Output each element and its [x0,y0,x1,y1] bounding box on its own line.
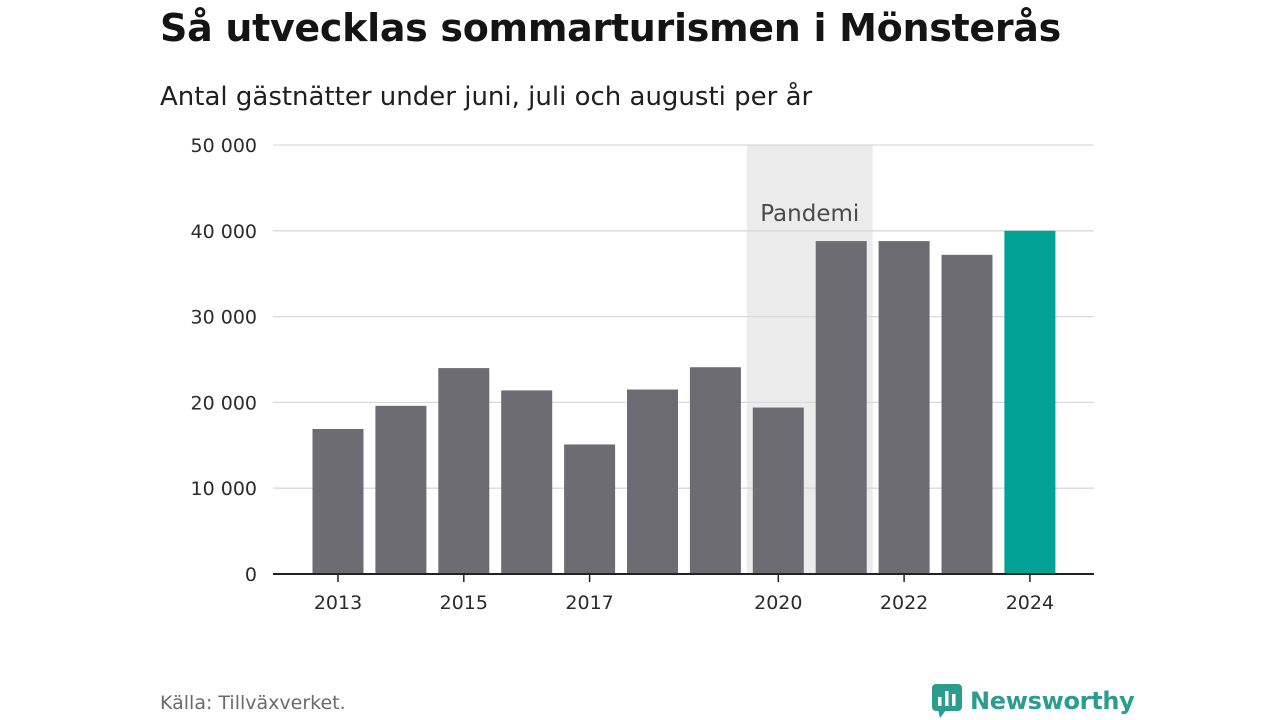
bar-2021 [815,241,867,574]
newsworthy-logo: Newsworthy [932,684,1135,718]
y-tick-label: 40 000 [191,221,257,243]
pandemic-label: Pandemi [760,201,859,227]
newsworthy-logo-icon [932,684,962,718]
y-tick-label: 50 000 [191,135,257,157]
bar-2018 [627,389,678,574]
x-tick-label: 2020 [754,592,802,614]
y-tick-label: 0 [245,564,257,586]
x-tick-label: 2015 [440,592,488,614]
bar-2024 [1004,230,1056,575]
bar-2015 [438,368,490,574]
source-note: Källa: Tillväxverket. [160,692,346,714]
bar-chart: 0 10 000 20 000 30 000 40 000 50 000 Pandemi 20… [191,135,1094,614]
bar-2023 [941,254,993,574]
bar-2016 [501,390,553,574]
chart-title: Så utvecklas sommarturismen i Mönsterås [160,6,1061,50]
newsworthy-logo-text: Newsworthy [970,687,1135,715]
y-tick-label: 20 000 [191,392,257,414]
x-tick-label: 2022 [880,592,928,614]
bar-2022 [878,241,930,574]
x-tick-label: 2017 [565,592,613,614]
bar-2014 [375,405,427,574]
bar-2020 [752,407,804,574]
x-tick-label: 2013 [314,592,362,614]
bar-2017 [564,444,616,574]
chart-subtitle: Antal gästnätter under juni, juli och au… [160,82,813,112]
y-tick-label: 30 000 [191,307,257,329]
x-tick-label: 2024 [1006,592,1054,614]
y-tick-label: 10 000 [191,478,257,500]
bar-2013 [312,428,364,574]
bar-2019 [689,367,741,574]
